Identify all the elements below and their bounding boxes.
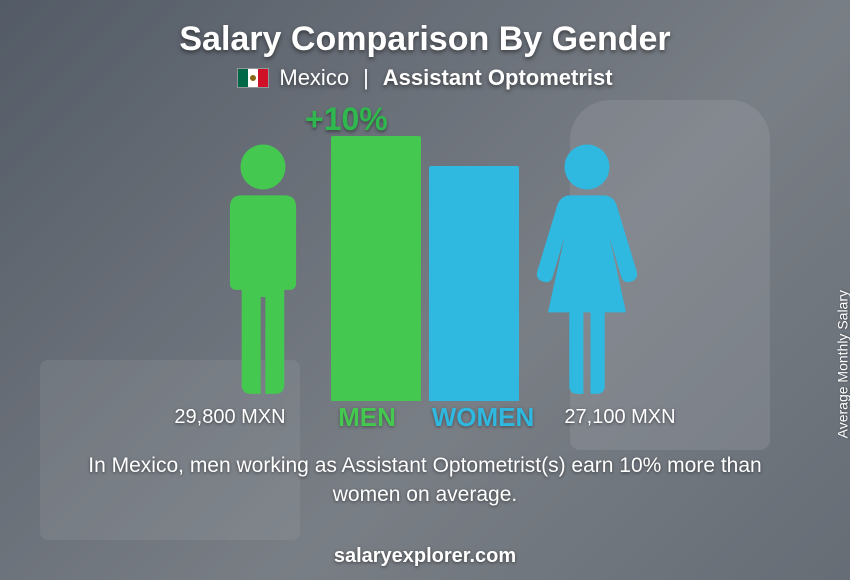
separator: | xyxy=(363,65,369,91)
footer-source: salaryexplorer.com xyxy=(0,545,850,568)
bars-row xyxy=(203,136,647,401)
flag-stripe-red xyxy=(258,69,268,87)
chart-area: +10% 29,800 MXN MEN xyxy=(40,101,810,441)
infographic-container: Salary Comparison By Gender Mexico | Ass… xyxy=(0,0,850,580)
flag-stripe-white xyxy=(248,69,258,87)
men-bar xyxy=(331,136,421,401)
job-title-label: Assistant Optometrist xyxy=(383,65,613,91)
woman-icon xyxy=(527,141,647,401)
description-text: In Mexico, men working as Assistant Opto… xyxy=(40,451,810,510)
man-icon xyxy=(203,141,323,401)
subtitle-row: Mexico | Assistant Optometrist xyxy=(40,65,810,91)
women-bar xyxy=(429,166,519,401)
men-salary-label: 29,800 MXN xyxy=(155,406,305,429)
women-salary-label: 27,100 MXN xyxy=(545,406,695,429)
page-title: Salary Comparison By Gender xyxy=(40,20,810,59)
men-gender-label: MEN xyxy=(313,402,421,433)
flag-emblem-icon xyxy=(250,75,256,81)
women-gender-label: WOMEN xyxy=(429,402,537,433)
y-axis-label: Average Monthly Salary xyxy=(834,290,850,438)
mexico-flag-icon xyxy=(237,68,269,88)
labels-row: 29,800 MXN MEN WOMEN 27,100 MXN xyxy=(105,402,745,433)
flag-stripe-green xyxy=(238,69,248,87)
difference-label: +10% xyxy=(305,101,388,138)
country-label: Mexico xyxy=(279,65,349,91)
